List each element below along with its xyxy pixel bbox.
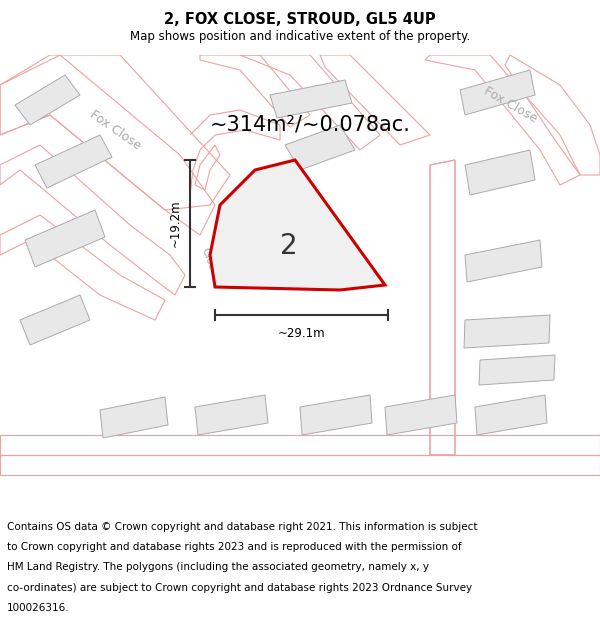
Text: 2: 2 [280,232,298,260]
Polygon shape [20,295,90,345]
Text: ~314m²/~0.078ac.: ~314m²/~0.078ac. [209,115,410,135]
Polygon shape [15,75,80,125]
Polygon shape [465,150,535,195]
Text: HM Land Registry. The polygons (including the associated geometry, namely x, y: HM Land Registry. The polygons (includin… [7,562,429,572]
Text: 2, FOX CLOSE, STROUD, GL5 4UP: 2, FOX CLOSE, STROUD, GL5 4UP [164,12,436,27]
Polygon shape [460,70,535,115]
Text: to Crown copyright and database rights 2023 and is reproduced with the permissio: to Crown copyright and database rights 2… [7,542,462,552]
Text: Contains OS data © Crown copyright and database right 2021. This information is : Contains OS data © Crown copyright and d… [7,522,478,532]
Polygon shape [210,160,385,290]
Text: 100026316.: 100026316. [7,603,70,613]
Text: ~29.1m: ~29.1m [278,327,325,340]
Polygon shape [385,395,457,435]
Text: Fox Close: Fox Close [87,107,143,152]
Polygon shape [300,395,372,435]
Text: ~19.2m: ~19.2m [169,200,182,248]
Text: co-ordinates) are subject to Crown copyright and database rights 2023 Ordnance S: co-ordinates) are subject to Crown copyr… [7,582,472,592]
Polygon shape [285,125,355,170]
Text: Fox Close: Fox Close [481,84,539,126]
Polygon shape [464,315,550,348]
Polygon shape [195,395,268,435]
Polygon shape [479,355,555,385]
Text: Fox
Close: Fox Close [200,242,230,278]
Polygon shape [270,80,352,118]
Text: Map shows position and indicative extent of the property.: Map shows position and indicative extent… [130,30,470,43]
Polygon shape [25,210,105,267]
Polygon shape [475,395,547,435]
Polygon shape [35,135,112,188]
Polygon shape [100,397,168,438]
Polygon shape [465,240,542,282]
